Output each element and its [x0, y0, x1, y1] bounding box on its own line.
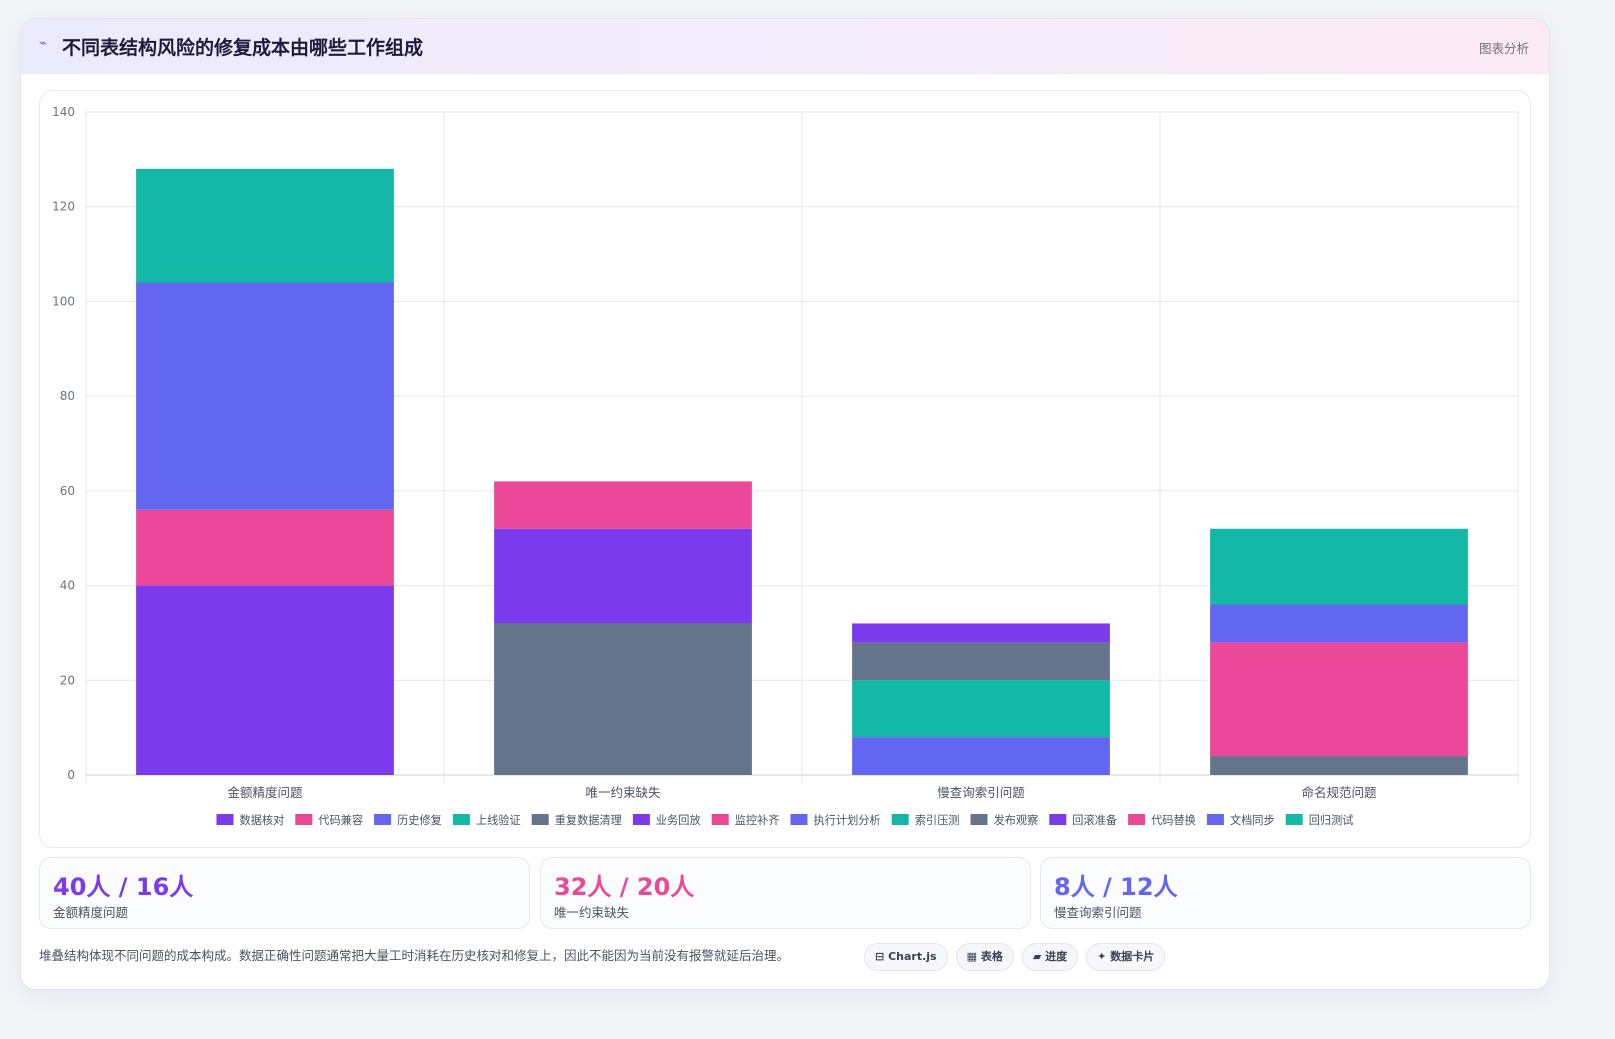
bar-segment: [136, 509, 394, 586]
bar-segment: [852, 642, 1110, 681]
header-tag: 图表分析: [1478, 41, 1529, 56]
legend-swatch: [1049, 814, 1067, 825]
legend-label: 业务回放: [656, 813, 701, 827]
legend-swatch: [891, 814, 909, 825]
legend-label: 文档同步: [1230, 813, 1275, 827]
bar-segment: [852, 737, 1110, 775]
legend-label: 历史修复: [397, 813, 442, 827]
stat-label: 慢查询索引问题: [1054, 905, 1142, 920]
y-tick-label: 80: [60, 389, 75, 403]
stat-card-2: 32人 / 20人 唯一约束缺失: [540, 857, 1031, 929]
legend-swatch: [632, 814, 650, 825]
legend-swatch: [790, 814, 808, 825]
legend-label: 回滚准备: [1072, 813, 1117, 827]
stat-value: 40人 / 16人: [53, 873, 194, 901]
y-tick-label: 0: [67, 768, 75, 782]
legend-swatch: [531, 814, 549, 825]
legend-label: 执行计划分析: [814, 813, 881, 827]
legend-swatch: [1285, 814, 1303, 825]
y-tick-label: 20: [60, 673, 75, 687]
progress-icon: ▰: [1032, 950, 1042, 963]
chip-group: ⊟ Chart.js ▦ 表格 ▰ 进度 ✦ 数据卡片: [864, 943, 1166, 971]
legend-label: 回归测试: [1309, 813, 1354, 827]
legend-swatch: [970, 814, 988, 825]
chart-icon: ⌁: [39, 36, 47, 51]
chip-label: 数据卡片: [1110, 950, 1155, 963]
card-title: 不同表结构风险的修复成本由哪些工作组成: [62, 37, 424, 59]
legend-swatch: [216, 814, 234, 825]
bar-segment: [494, 623, 752, 775]
y-tick-label: 120: [52, 200, 75, 214]
chip-chartjs[interactable]: ⊟ Chart.js: [864, 943, 948, 971]
bar-segment: [1210, 528, 1468, 605]
x-tick-label: 金额精度问题: [227, 785, 303, 800]
legend-label: 数据核对: [240, 813, 285, 827]
stat-value: 32人 / 20人: [554, 873, 695, 901]
chip-label: 进度: [1045, 950, 1068, 963]
legend-label: 重复数据清理: [555, 813, 622, 827]
chart-card: ⌁ 不同表结构风险的修复成本由哪些工作组成 图表分析 0 20 40 60 80 100 1…: [20, 18, 1550, 990]
chart-note: 堆叠结构体现不同问题的成本构成。数据正确性问题通常把大量工时消耗在历史核对和修复…: [39, 948, 790, 963]
stacked-bar-chart: 0 20 40 60 80 100 120 140 金额精度问题 唯一约束缺失 慢查询索引问题 命名规…: [39, 90, 1531, 848]
bar-segment: [136, 282, 394, 510]
chip-table[interactable]: ▦ 表格: [955, 943, 1014, 971]
table-icon: ▦: [966, 950, 977, 963]
legend-swatch: [295, 814, 313, 825]
stat-card-3: 8人 / 12人 慢查询索引问题: [1040, 857, 1531, 929]
legend-swatch: [452, 814, 470, 825]
y-tick-label: 40: [60, 579, 75, 593]
bar-segment: [1210, 756, 1468, 775]
y-tick-label: 100: [52, 294, 75, 308]
chip-label: Chart.js: [888, 950, 937, 963]
legend-swatch: [711, 814, 729, 825]
legend-label: 索引压测: [915, 813, 960, 827]
bar-segment: [852, 680, 1110, 738]
bar-segment: [852, 623, 1110, 643]
bar-segment: [494, 528, 752, 624]
bar-segment: [1210, 642, 1468, 757]
stat-label: 金额精度问题: [53, 905, 129, 920]
legend-swatch: [1128, 814, 1146, 825]
legend-swatch: [374, 814, 392, 825]
chip-progress[interactable]: ▰ 进度: [1021, 943, 1079, 971]
stat-card-1: 40人 / 16人 金额精度问题: [39, 857, 530, 929]
sparkle-icon: ✦: [1097, 950, 1107, 963]
bar-segment: [494, 481, 752, 529]
x-tick-label: 唯一约束缺失: [585, 785, 661, 800]
x-tick-label: 慢查询索引问题: [937, 785, 1025, 800]
legend-label: 发布观察: [994, 813, 1039, 827]
legend-label: 监控补齐: [735, 813, 780, 827]
legend-label: 上线验证: [476, 813, 521, 827]
bar-segment: [1210, 604, 1468, 643]
bar-segment: [136, 585, 394, 775]
legend-label: 代码兼容: [318, 813, 363, 827]
y-tick-label: 60: [60, 484, 75, 498]
stat-value: 8人 / 12人: [1054, 873, 1178, 901]
chip-data-card[interactable]: ✦ 数据卡片: [1086, 943, 1166, 971]
stat-label: 唯一约束缺失: [554, 905, 630, 920]
chart-icon: ⊟: [875, 950, 885, 963]
chip-label: 表格: [980, 950, 1003, 963]
legend-swatch: [1206, 814, 1224, 825]
card-header: ⌁ 不同表结构风险的修复成本由哪些工作组成 图表分析: [21, 19, 1549, 74]
chart-svg: 0 20 40 60 80 100 120 140 金额精度问题 唯一约束缺失 慢查询索引问题 命名规…: [52, 105, 1519, 827]
legend-label: 代码替换: [1151, 813, 1196, 827]
bar-segment: [136, 168, 394, 283]
y-tick-label: 140: [52, 105, 75, 119]
x-tick-label: 命名规范问题: [1301, 785, 1377, 800]
